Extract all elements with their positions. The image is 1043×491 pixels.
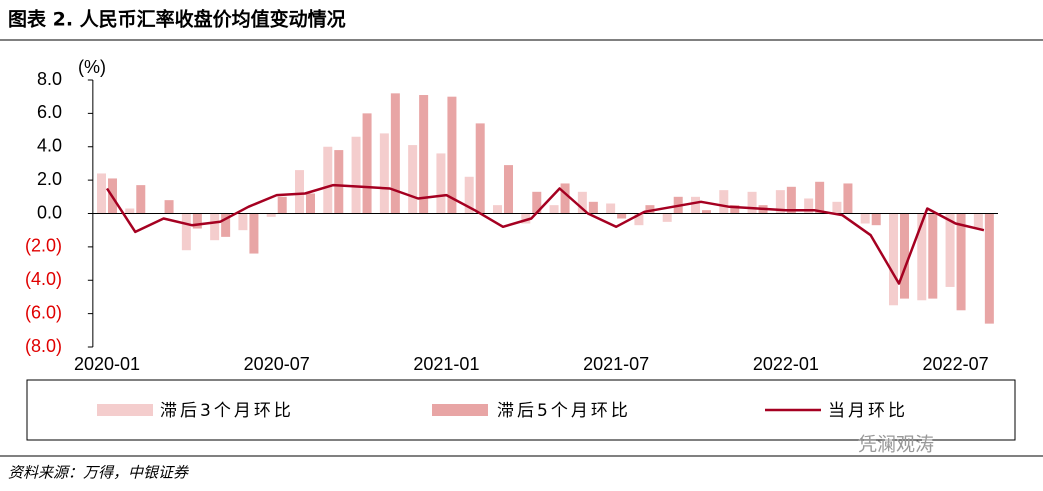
- bar: [96, 173, 106, 214]
- bar: [634, 213, 644, 226]
- bar: [192, 213, 202, 229]
- bar: [221, 213, 231, 237]
- bar: [645, 205, 655, 214]
- y-tick-label: (2.0): [25, 236, 62, 256]
- bar: [917, 213, 927, 301]
- bar: [447, 96, 457, 214]
- bar: [577, 191, 587, 214]
- bar: [701, 210, 711, 214]
- legend-label: 当月环比: [828, 401, 908, 421]
- bar: [492, 205, 502, 214]
- bar: [775, 190, 785, 214]
- bar: [588, 201, 598, 214]
- bar: [815, 181, 825, 214]
- bar: [560, 183, 570, 214]
- bar: [804, 198, 814, 214]
- bar: [351, 136, 361, 214]
- bar: [888, 213, 898, 306]
- x-tick-label: 2021-01: [413, 354, 479, 374]
- bar: [362, 113, 372, 214]
- legend-box: [26, 379, 1016, 441]
- legend-label: 滞后3个月环比: [160, 401, 294, 421]
- y-tick-label: (6.0): [25, 302, 62, 322]
- bar: [719, 190, 729, 214]
- bar: [238, 213, 248, 231]
- source: 资料来源：万得，中银证券: [8, 464, 189, 482]
- bar: [419, 95, 429, 214]
- legend-swatch: [97, 404, 153, 416]
- bar: [690, 196, 700, 214]
- watermark: 凭澜观涛: [858, 434, 934, 456]
- legend-label: 滞后5个月环比: [497, 401, 631, 421]
- bar: [532, 191, 542, 214]
- y-tick-label: 8.0: [37, 69, 62, 89]
- bar: [164, 200, 174, 214]
- bar: [984, 213, 994, 324]
- chart-title: 图表 2. 人民币汇率收盘价均值变动情况: [8, 8, 346, 31]
- bar: [323, 146, 333, 214]
- bar: [871, 213, 881, 226]
- bar: [503, 165, 513, 214]
- bar: [662, 213, 672, 222]
- bar: [956, 213, 966, 311]
- bar: [730, 205, 740, 214]
- bar: [928, 213, 938, 299]
- x-tick-label: 2021-07: [583, 354, 649, 374]
- y-tick-label: (4.0): [25, 269, 62, 289]
- bar: [294, 170, 304, 214]
- bar: [747, 191, 757, 214]
- y-tick-label: 2.0: [37, 169, 62, 189]
- bar: [899, 213, 909, 299]
- x-tick-label: 2022-07: [923, 354, 989, 374]
- bar: [334, 150, 344, 214]
- bar: [125, 208, 135, 214]
- bar: [521, 213, 531, 224]
- bar: [379, 133, 389, 214]
- y-tick-label: 6.0: [37, 102, 62, 122]
- bar: [475, 123, 485, 214]
- bar: [549, 205, 559, 214]
- y-tick-label: 0.0: [37, 202, 62, 222]
- x-tick-label: 2020-07: [244, 354, 310, 374]
- bar: [973, 213, 983, 229]
- bar: [945, 213, 955, 287]
- bar: [843, 183, 853, 214]
- bar: [249, 213, 259, 254]
- bar: [266, 213, 276, 217]
- bar: [408, 145, 418, 214]
- bar: [832, 201, 842, 214]
- bar: [786, 186, 796, 214]
- y-tick-label: (8.0): [25, 336, 62, 356]
- bar: [436, 153, 446, 214]
- y-tick-label: 4.0: [37, 136, 62, 156]
- bar: [617, 213, 627, 219]
- bar: [606, 203, 616, 214]
- bar: [860, 213, 870, 224]
- bar: [277, 196, 287, 214]
- bar: [390, 93, 400, 214]
- x-tick-label: 2022-01: [753, 354, 819, 374]
- bar: [210, 213, 220, 241]
- bar: [181, 213, 191, 251]
- bar: [305, 193, 315, 214]
- y-unit: (%): [78, 57, 106, 77]
- bar: [136, 185, 146, 214]
- bar: [464, 176, 474, 214]
- x-tick-label: 2020-01: [74, 354, 140, 374]
- line: [105, 183, 985, 285]
- legend-swatch: [432, 404, 488, 416]
